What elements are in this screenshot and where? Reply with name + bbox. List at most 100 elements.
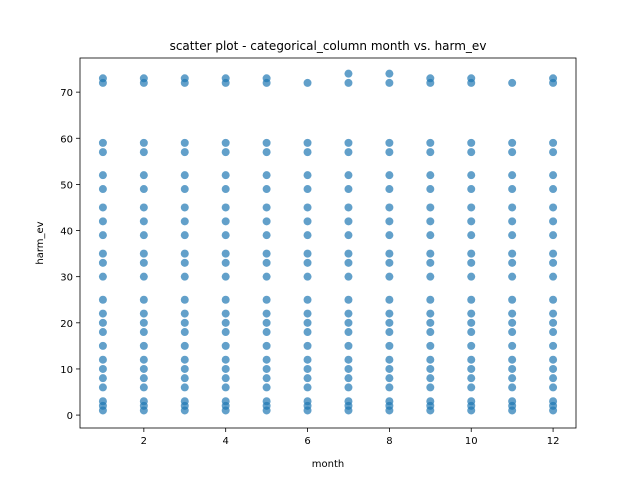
point bbox=[549, 383, 558, 392]
point bbox=[508, 185, 517, 194]
point bbox=[344, 217, 353, 226]
point bbox=[344, 138, 353, 147]
point bbox=[344, 249, 353, 258]
point bbox=[98, 355, 107, 364]
point bbox=[344, 272, 353, 281]
point bbox=[262, 185, 271, 194]
point bbox=[508, 148, 517, 157]
point bbox=[262, 295, 271, 304]
y-tick-label: 10 bbox=[60, 365, 73, 376]
point bbox=[303, 78, 312, 87]
point bbox=[139, 397, 148, 406]
point bbox=[262, 138, 271, 147]
point bbox=[426, 258, 435, 267]
point bbox=[139, 309, 148, 318]
point bbox=[508, 203, 517, 212]
point bbox=[262, 148, 271, 157]
point bbox=[467, 231, 476, 240]
point bbox=[98, 249, 107, 258]
point bbox=[221, 374, 230, 383]
point bbox=[262, 203, 271, 212]
point bbox=[385, 355, 394, 364]
point bbox=[221, 171, 230, 180]
point bbox=[549, 138, 558, 147]
point bbox=[549, 203, 558, 212]
point bbox=[344, 148, 353, 157]
point bbox=[385, 249, 394, 258]
point bbox=[467, 341, 476, 350]
point bbox=[221, 249, 230, 258]
point bbox=[426, 217, 435, 226]
y-tick-label: 20 bbox=[60, 319, 73, 330]
point bbox=[303, 397, 312, 406]
point bbox=[549, 258, 558, 267]
point bbox=[139, 203, 148, 212]
point bbox=[139, 217, 148, 226]
point bbox=[98, 318, 107, 327]
point bbox=[385, 69, 394, 78]
point bbox=[180, 341, 189, 350]
point bbox=[139, 148, 148, 157]
point bbox=[303, 364, 312, 373]
point bbox=[98, 309, 107, 318]
point bbox=[344, 295, 353, 304]
point bbox=[139, 341, 148, 350]
point bbox=[98, 171, 107, 180]
point bbox=[508, 355, 517, 364]
point bbox=[467, 318, 476, 327]
point bbox=[221, 295, 230, 304]
point bbox=[344, 171, 353, 180]
point bbox=[180, 328, 189, 337]
point bbox=[262, 309, 271, 318]
point bbox=[385, 295, 394, 304]
point bbox=[180, 383, 189, 392]
point bbox=[221, 138, 230, 147]
point bbox=[262, 383, 271, 392]
y-tick-label: 60 bbox=[60, 134, 73, 145]
point bbox=[262, 364, 271, 373]
point bbox=[180, 355, 189, 364]
point bbox=[549, 249, 558, 258]
point bbox=[262, 217, 271, 226]
point bbox=[344, 309, 353, 318]
point bbox=[508, 217, 517, 226]
point bbox=[467, 355, 476, 364]
point bbox=[262, 341, 271, 350]
point bbox=[139, 258, 148, 267]
point bbox=[508, 328, 517, 337]
point bbox=[344, 397, 353, 406]
point bbox=[221, 328, 230, 337]
point bbox=[98, 217, 107, 226]
point bbox=[98, 341, 107, 350]
point bbox=[549, 397, 558, 406]
point bbox=[385, 148, 394, 157]
point bbox=[303, 374, 312, 383]
point bbox=[549, 364, 558, 373]
point bbox=[467, 374, 476, 383]
point bbox=[467, 74, 476, 83]
point bbox=[385, 217, 394, 226]
point bbox=[508, 309, 517, 318]
point bbox=[467, 217, 476, 226]
plot-frame bbox=[79, 57, 577, 429]
point bbox=[221, 258, 230, 267]
point bbox=[385, 272, 394, 281]
point bbox=[467, 258, 476, 267]
point bbox=[180, 318, 189, 327]
point bbox=[549, 309, 558, 318]
point bbox=[426, 355, 435, 364]
point bbox=[385, 203, 394, 212]
point bbox=[303, 217, 312, 226]
point bbox=[385, 364, 394, 373]
point bbox=[467, 309, 476, 318]
point bbox=[426, 74, 435, 83]
point bbox=[426, 249, 435, 258]
point bbox=[180, 397, 189, 406]
point bbox=[262, 318, 271, 327]
point bbox=[139, 185, 148, 194]
point bbox=[549, 318, 558, 327]
point bbox=[467, 328, 476, 337]
point bbox=[467, 171, 476, 180]
